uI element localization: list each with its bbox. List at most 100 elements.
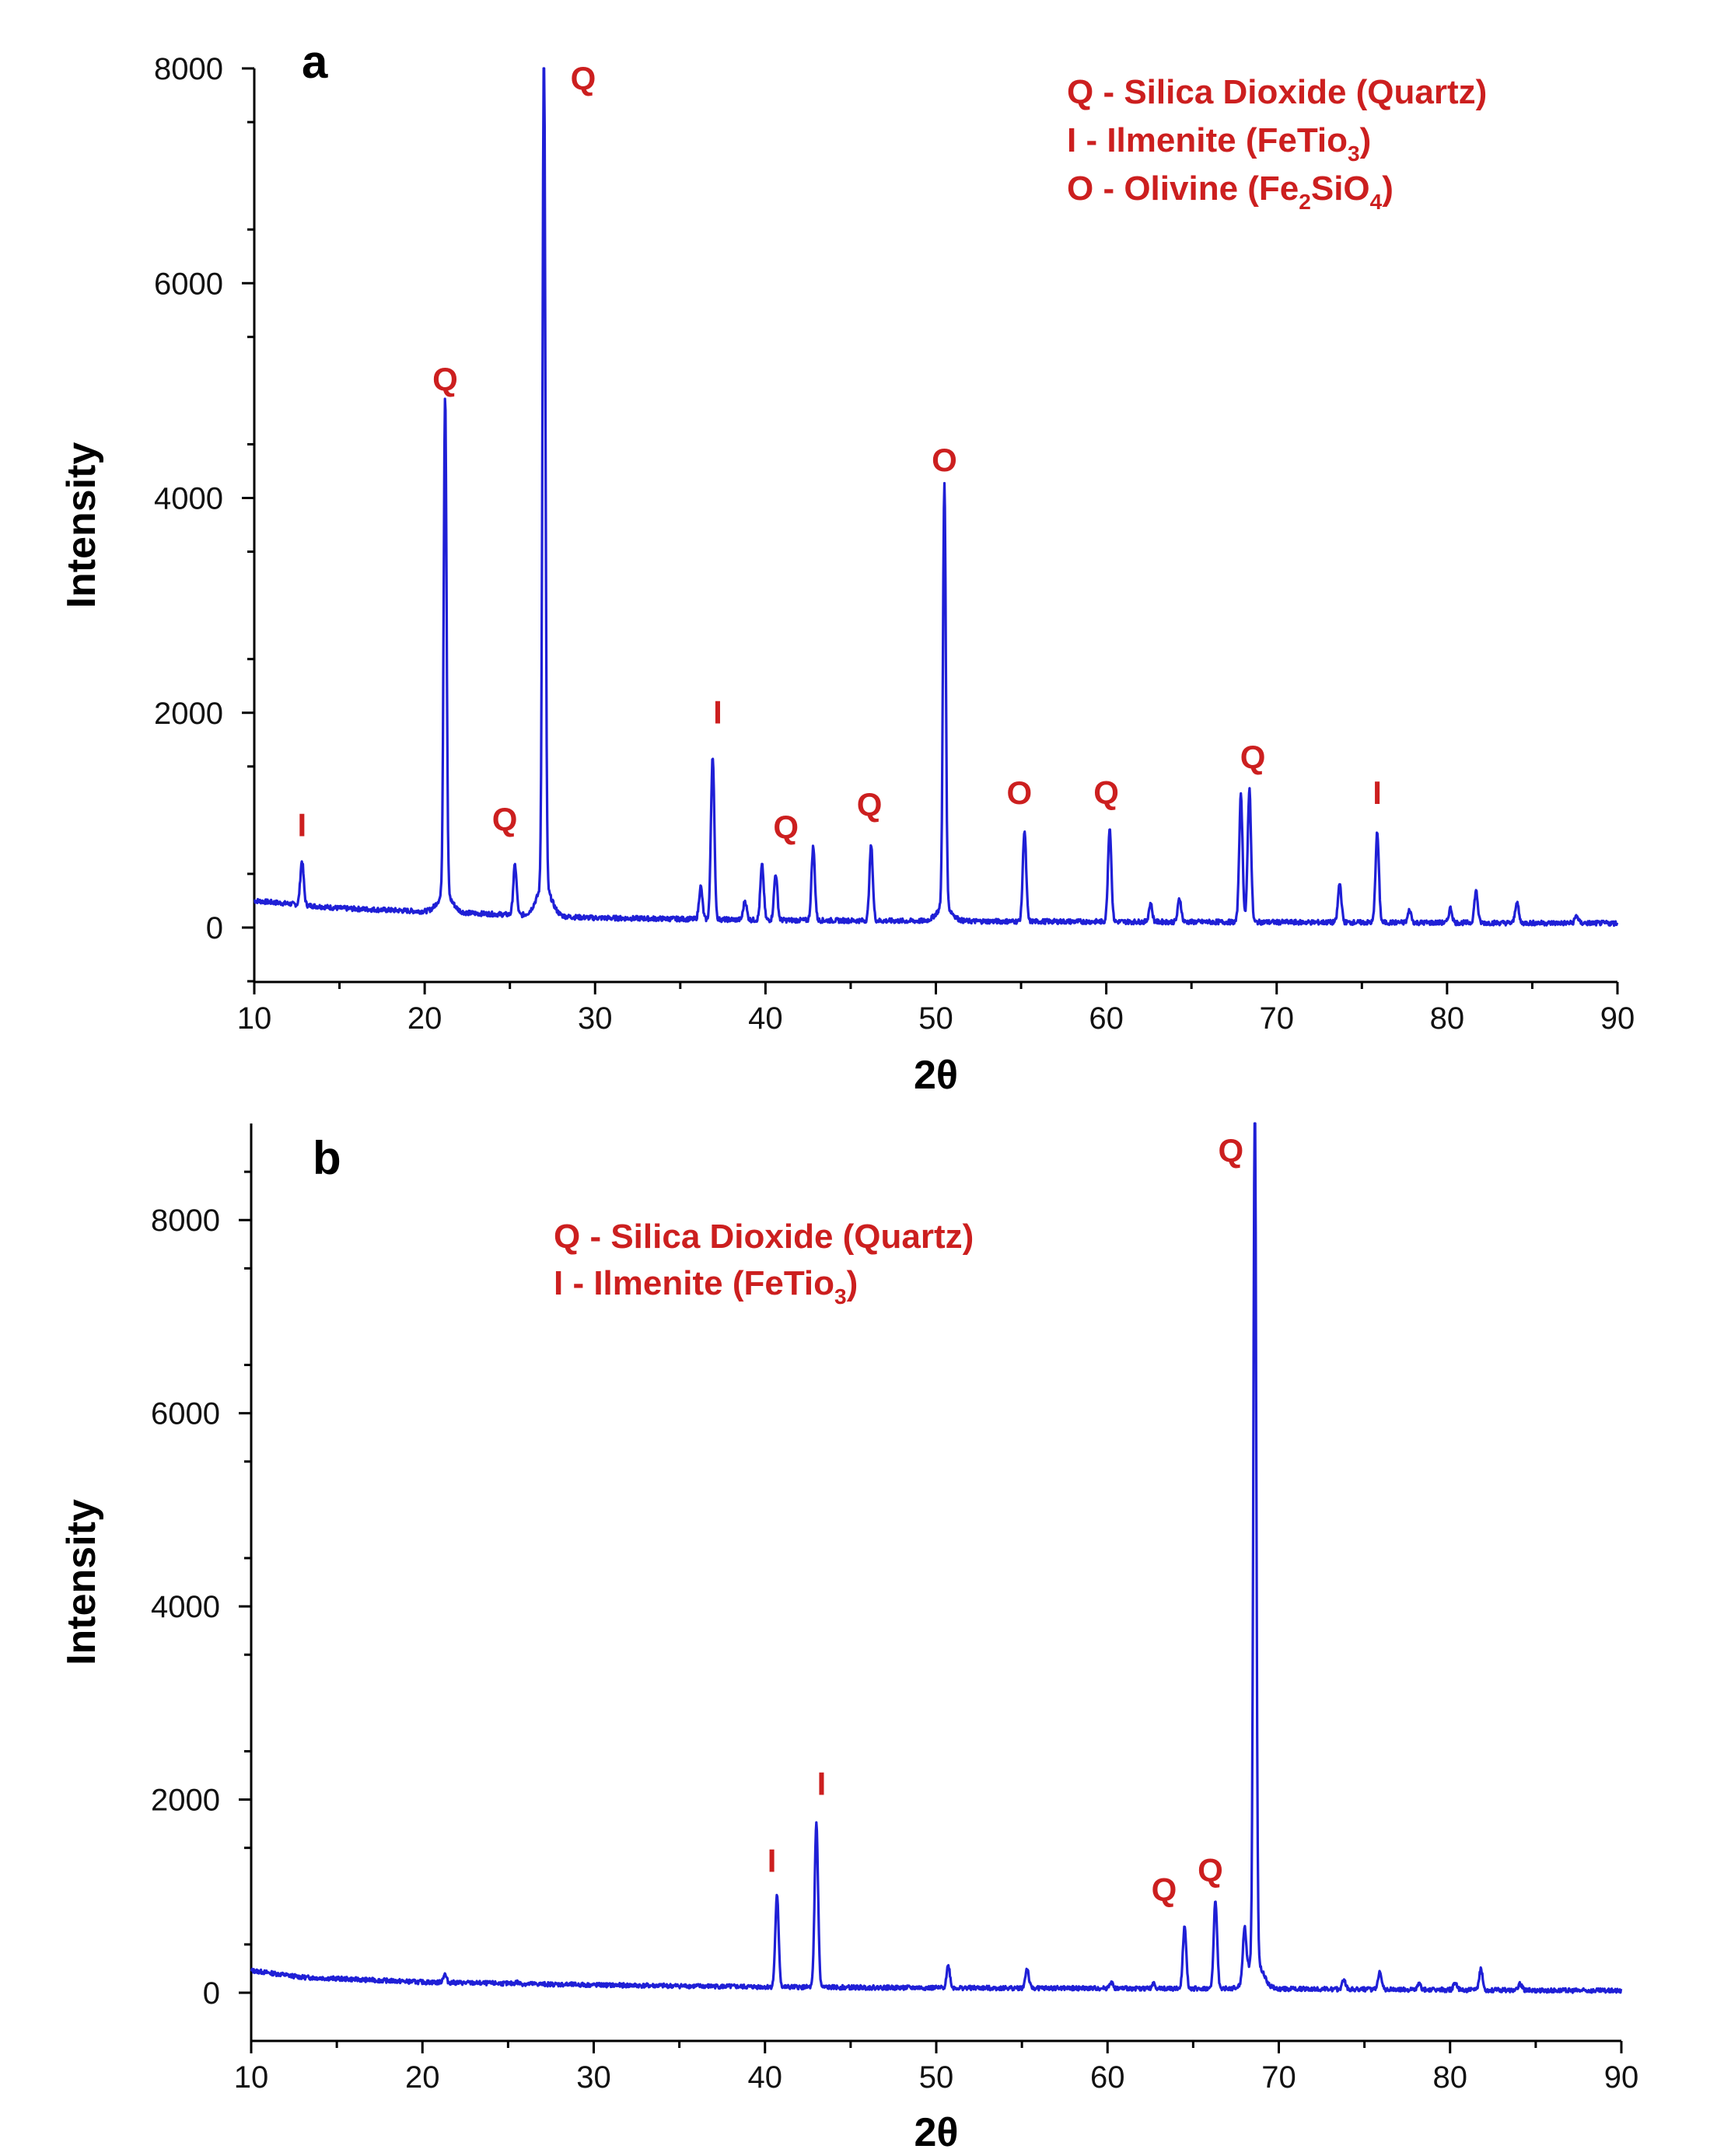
y-tick-label: 0	[206, 911, 223, 945]
peak-point	[1338, 882, 1341, 885]
peak-annotation: O	[1007, 774, 1033, 811]
peak-point	[1516, 900, 1519, 903]
peak-point	[1178, 897, 1181, 900]
peak-point	[1474, 889, 1477, 893]
peak-point	[1026, 1967, 1029, 1970]
y-tick-label: 6000	[154, 267, 223, 301]
peak-point	[1519, 1983, 1522, 1986]
peak-point	[869, 844, 872, 847]
peak-point	[515, 1980, 518, 1983]
peak-point	[1449, 907, 1452, 910]
x-tick-label: 50	[919, 2060, 954, 2095]
panel-letter: b	[313, 1132, 341, 1184]
peak-annotation: Q	[1152, 1871, 1177, 1908]
peak-point	[812, 845, 815, 848]
peak-point	[1254, 1122, 1257, 1125]
peak-point	[1183, 1924, 1186, 1927]
peak-point	[699, 886, 702, 889]
peak-point	[1110, 1980, 1113, 1983]
y-tick-label: 4000	[151, 1590, 220, 1624]
x-tick-label: 80	[1433, 2060, 1468, 2095]
x-tick-label: 90	[1600, 1001, 1635, 1036]
peak-point	[1240, 794, 1243, 797]
peak-point	[1418, 1983, 1421, 1986]
x-tick-label: 20	[405, 2060, 440, 2095]
y-axis-title: Intensity	[59, 442, 104, 609]
x-axis-title: 2θ	[914, 2110, 958, 2152]
peak-point	[775, 1895, 778, 1898]
x-tick-label: 10	[234, 2060, 269, 2095]
y-tick-label: 8000	[154, 52, 223, 86]
peak-point	[1108, 826, 1111, 830]
legend-entry: Q - Silica Dioxide (Quartz)	[1067, 73, 1487, 111]
x-tick-label: 90	[1604, 2060, 1639, 2095]
peak-annotation: Q	[571, 61, 596, 97]
peak-annotation: Q	[1198, 1852, 1223, 1889]
peak-point	[1342, 1978, 1345, 1981]
peak-point	[815, 1821, 818, 1824]
peak-annotation: Q	[1093, 774, 1119, 811]
peak-annotation: Q	[492, 802, 518, 838]
x-tick-label: 40	[748, 2060, 783, 2095]
x-tick-label: 40	[748, 1001, 783, 1036]
peak-annotation: Q	[1240, 739, 1266, 776]
peak-point	[1376, 831, 1379, 834]
peak-point	[743, 899, 747, 902]
x-tick-label: 60	[1090, 2060, 1125, 2095]
peak-point	[1023, 830, 1026, 833]
y-tick-label: 0	[203, 1976, 220, 2011]
x-axis-title: 2θ	[914, 1053, 958, 1098]
peak-point	[443, 1973, 446, 1976]
x-tick-label: 50	[918, 1001, 953, 1036]
y-tick-label: 2000	[154, 697, 223, 731]
peak-annotation: I	[713, 694, 722, 731]
panel-a: 10 20 30 40 50 60 70 80 90 0 2000 4000 6000 8000 I Q Q Q I…	[59, 36, 1635, 1098]
peak-point	[942, 497, 946, 500]
y-tick-label: 2000	[151, 1784, 220, 1818]
legend-entry: Q - Silica Dioxide (Quartz)	[554, 1218, 974, 1256]
peak-annotation: O	[932, 442, 957, 478]
peak-point	[513, 864, 516, 867]
peak-point	[1214, 1899, 1217, 1902]
x-tick-label: 60	[1089, 1001, 1124, 1036]
x-tick-label: 30	[576, 2060, 611, 2095]
peak-point	[775, 872, 778, 875]
x-tick-label: 30	[578, 1001, 613, 1036]
peak-point	[1152, 1983, 1156, 1986]
y-tick-label: 6000	[151, 1397, 220, 1431]
peak-point	[711, 754, 714, 757]
peak-annotation: I	[817, 1765, 827, 1801]
peak-annotation: I	[298, 807, 307, 844]
peak-point	[300, 859, 303, 862]
peak-point	[946, 1964, 949, 1967]
x-tick-label: 70	[1261, 2060, 1296, 2095]
peak-annotation: Q	[432, 361, 458, 397]
y-tick-label: 8000	[151, 1204, 220, 1238]
peak-point	[1378, 1969, 1381, 1972]
xrd-series-line	[254, 67, 1619, 928]
panel-b: 10 20 30 40 50 60 70 80 9002000400060008000QIIQQ…	[59, 1122, 1639, 2155]
peak-point	[1453, 1980, 1456, 1983]
y-tick-label: 4000	[154, 482, 223, 516]
legend-entry: I - Ilmenite (FeTio3)	[554, 1264, 858, 1309]
x-tick-label: 80	[1430, 1001, 1465, 1036]
peak-annotation: Q	[1218, 1133, 1243, 1169]
peak-point	[1149, 903, 1152, 906]
peak-annotation: I	[1373, 774, 1382, 811]
panel-letter: a	[302, 36, 328, 88]
xrd-series-line	[250, 1122, 1623, 1994]
peak-point	[1479, 1968, 1482, 1971]
peak-point	[761, 864, 764, 867]
x-tick-label: 70	[1260, 1001, 1295, 1036]
peak-point	[1248, 788, 1251, 791]
x-tick-label: 20	[407, 1001, 442, 1036]
peak-point	[443, 411, 446, 414]
peak-point	[543, 67, 546, 70]
peak-point	[1575, 914, 1578, 917]
y-axis-title: Intensity	[59, 1499, 104, 1665]
peak-point	[1243, 1937, 1246, 1940]
peak-annotation: Q	[773, 809, 799, 845]
peak-annotation: I	[768, 1843, 777, 1879]
